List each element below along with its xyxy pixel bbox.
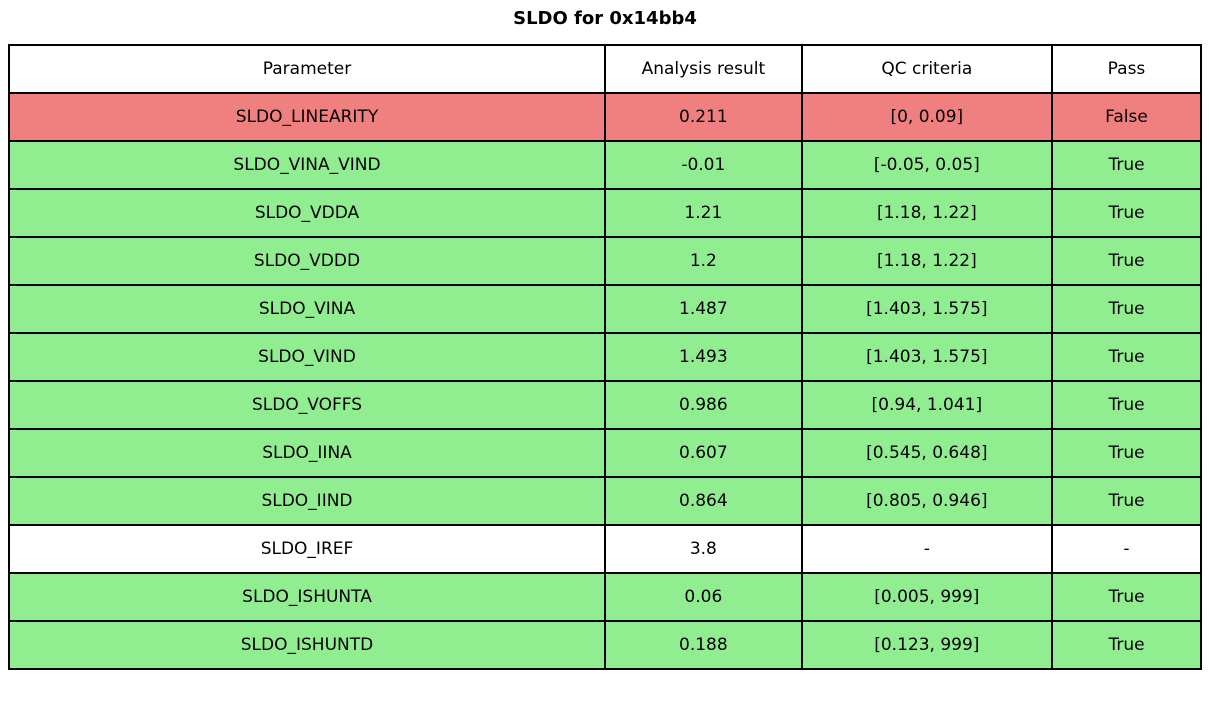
- cell-qc-criteria: [1.403, 1.575]: [800, 332, 1053, 382]
- cell-parameter: SLDO_IINA: [8, 428, 606, 478]
- table-row: SLDO_ISHUNTD 0.188 [0.123, 999] True: [8, 620, 1203, 670]
- cell-parameter: SLDO_VDDA: [8, 188, 606, 238]
- table-row: SLDO_IINA 0.607 [0.545, 0.648] True: [8, 428, 1203, 478]
- table-body: SLDO_LINEARITY 0.211 [0, 0.09] False SLDO_VI…: [8, 92, 1203, 670]
- cell-pass: True: [1050, 620, 1203, 670]
- cell-qc-criteria: [0, 0.09]: [800, 92, 1053, 142]
- table-row: SLDO_VIND 1.493 [1.403, 1.575] True: [8, 332, 1203, 382]
- cell-pass: True: [1050, 476, 1203, 526]
- cell-analysis-result: 1.21: [604, 188, 803, 238]
- cell-analysis-result: 0.06: [604, 572, 803, 622]
- cell-qc-criteria: [1.403, 1.575]: [800, 284, 1053, 334]
- cell-qc-criteria: [0.94, 1.041]: [800, 380, 1053, 430]
- cell-analysis-result: 1.2: [604, 236, 803, 286]
- cell-pass: True: [1050, 332, 1203, 382]
- cell-analysis-result: 0.986: [604, 380, 803, 430]
- cell-qc-criteria: [1.18, 1.22]: [800, 188, 1053, 238]
- cell-parameter: SLDO_VIND: [8, 332, 606, 382]
- header-row: Parameter Analysis result QC criteria Pa…: [8, 44, 1203, 94]
- cell-qc-criteria: [0.123, 999]: [800, 620, 1053, 670]
- cell-analysis-result: 3.8: [604, 524, 803, 574]
- col-header-analysis-result: Analysis result: [604, 44, 803, 94]
- table-row: SLDO_VINA 1.487 [1.403, 1.575] True: [8, 284, 1203, 334]
- cell-pass: -: [1050, 524, 1203, 574]
- table-row: SLDO_VOFFS 0.986 [0.94, 1.041] True: [8, 380, 1203, 430]
- cell-analysis-result: 0.211: [604, 92, 803, 142]
- cell-parameter: SLDO_VINA: [8, 284, 606, 334]
- cell-analysis-result: -0.01: [604, 140, 803, 190]
- cell-parameter: SLDO_ISHUNTD: [8, 620, 606, 670]
- cell-analysis-result: 0.864: [604, 476, 803, 526]
- cell-analysis-result: 1.487: [604, 284, 803, 334]
- cell-pass: True: [1050, 572, 1203, 622]
- cell-parameter: SLDO_IREF: [8, 524, 606, 574]
- cell-parameter: SLDO_VOFFS: [8, 380, 606, 430]
- table-row: SLDO_VDDD 1.2 [1.18, 1.22] True: [8, 236, 1203, 286]
- cell-parameter: SLDO_LINEARITY: [8, 92, 606, 142]
- col-header-parameter: Parameter: [8, 44, 606, 94]
- table-row: SLDO_ISHUNTA 0.06 [0.005, 999] True: [8, 572, 1203, 622]
- table-row: SLDO_IREF 3.8- -: [8, 524, 1203, 574]
- cell-pass: False: [1050, 92, 1203, 142]
- col-header-pass: Pass: [1050, 44, 1203, 94]
- cell-pass: True: [1050, 236, 1203, 286]
- cell-parameter: SLDO_IIND: [8, 476, 606, 526]
- col-header-qc-criteria: QC criteria: [800, 44, 1053, 94]
- cell-analysis-result: 1.493: [604, 332, 803, 382]
- cell-pass: True: [1050, 188, 1203, 238]
- page-title: SLDO for 0x14bb4: [513, 8, 697, 29]
- table-row: SLDO_IIND 0.864 [0.805, 0.946] True: [8, 476, 1203, 526]
- cell-parameter: SLDO_ISHUNTA: [8, 572, 606, 622]
- cell-analysis-result: 0.607: [604, 428, 803, 478]
- cell-qc-criteria: [0.005, 999]: [800, 572, 1053, 622]
- cell-qc-criteria: [0.805, 0.946]: [800, 476, 1053, 526]
- qc-results-table: Parameter Analysis result QC criteria Pa…: [8, 44, 1203, 670]
- cell-pass: True: [1050, 380, 1203, 430]
- cell-qc-criteria: [1.18, 1.22]: [800, 236, 1053, 286]
- cell-pass: True: [1050, 284, 1203, 334]
- cell-parameter: SLDO_VDDD: [8, 236, 606, 286]
- cell-pass: True: [1050, 428, 1203, 478]
- cell-qc-criteria: [0.545, 0.648]: [800, 428, 1053, 478]
- cell-parameter: SLDO_VINA_VIND: [8, 140, 606, 190]
- table-row: SLDO_VINA_VIND -0.01 [-0.05, 0.05] True: [8, 140, 1203, 190]
- cell-qc-criteria: [-0.05, 0.05]: [800, 140, 1053, 190]
- table-row: SLDO_LINEARITY 0.211 [0, 0.09] False: [8, 92, 1203, 142]
- cell-pass: True: [1050, 140, 1203, 190]
- cell-qc-criteria: -: [800, 524, 1053, 574]
- table-row: SLDO_VDDA 1.21 [1.18, 1.22] True: [8, 188, 1203, 238]
- cell-analysis-result: 0.188: [604, 620, 803, 670]
